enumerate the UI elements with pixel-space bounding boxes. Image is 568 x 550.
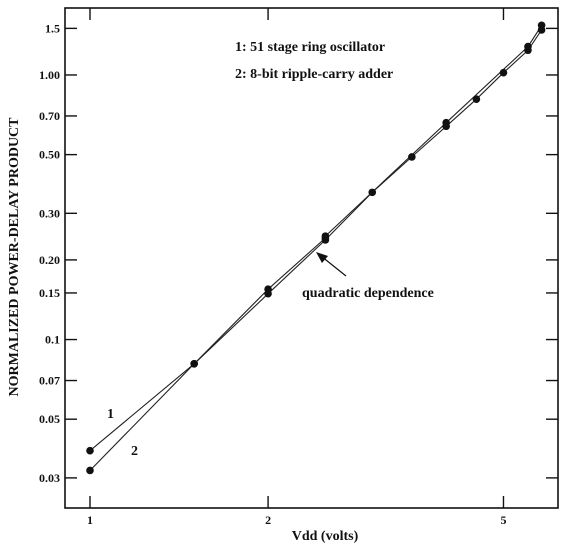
data-point-series-3: [442, 118, 450, 127]
series-1-label: 1: [107, 407, 114, 422]
plot-frame: [64, 7, 559, 509]
series-line-2: [89, 29, 543, 471]
y-tick-label: 0.05: [39, 412, 60, 426]
x-tick-label: 2: [265, 513, 271, 527]
data-point-series-2: [190, 359, 198, 368]
data-point-series-3: [321, 232, 330, 240]
x-tick-label: 5: [500, 513, 506, 527]
data-point-series-2: [472, 95, 481, 103]
y-tick-label: 0.15: [39, 286, 60, 300]
data-point-series-1: [86, 446, 94, 455]
data-point-series-2: [368, 188, 377, 197]
y-tick-label: 0.30: [39, 206, 60, 220]
data-point-series-2: [499, 68, 508, 77]
y-tick-label: 1.00: [39, 68, 60, 82]
y-tick-label: 0.07: [39, 374, 60, 388]
y-axis-title: NORMALIZED POWER-DELAY PRODUCT: [7, 117, 22, 397]
y-tick-label: 0.70: [39, 109, 60, 123]
data-point-series-3: [524, 42, 532, 51]
x-axis-title: Vdd (volts): [292, 529, 359, 544]
data-point-series-3: [537, 21, 546, 30]
legend-entry-1: 1: 51 stage ring oscillator: [235, 40, 385, 55]
annotation-arrow: [316, 252, 347, 277]
series-2-label: 2: [131, 444, 138, 459]
y-tick-label: 1.5: [45, 21, 60, 35]
data-point-series-2: [86, 466, 94, 475]
y-tick-label: 0.03: [39, 471, 60, 485]
data-point-series-2: [408, 153, 416, 161]
series-line-3: [325, 25, 543, 237]
legend-entry-2: 2: 8-bit ripple-carry adder: [235, 67, 393, 82]
y-tick-label: 0.20: [39, 253, 60, 267]
annotation-quadratic-dependence: quadratic dependence: [302, 286, 434, 301]
x-tick-label: 1: [87, 513, 93, 527]
y-tick-label: 0.1: [45, 333, 60, 347]
series-line-1: [89, 237, 326, 452]
data-point-series-2: [264, 289, 272, 298]
y-tick-label: 0.50: [39, 148, 60, 162]
